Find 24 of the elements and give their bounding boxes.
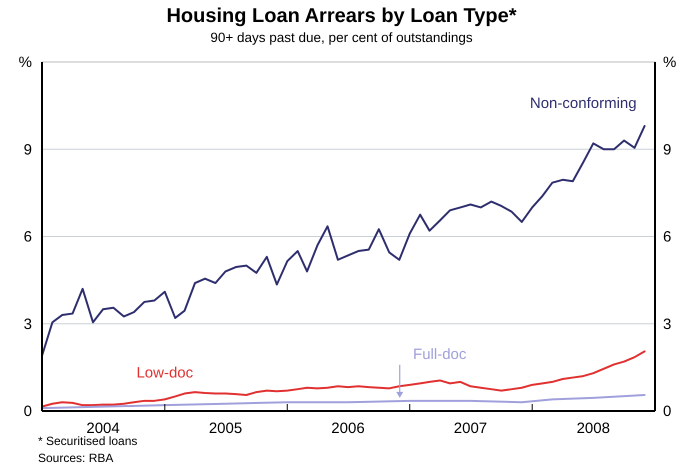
source-note: Sources: RBA xyxy=(38,451,114,465)
x-tick-label: 2008 xyxy=(576,420,610,437)
series-label: Low-doc xyxy=(136,364,194,382)
y-tick-label: % xyxy=(18,54,32,71)
y2-tick-label: % xyxy=(663,54,676,71)
y2-tick-label: 9 xyxy=(663,141,672,158)
y2-tick-label: 6 xyxy=(663,228,672,246)
y-tick-label: 3 xyxy=(24,316,32,333)
line-series xyxy=(41,394,646,410)
y2-tick-label: 0 xyxy=(663,403,672,420)
series-label: Non-conforming xyxy=(530,94,637,112)
x-tick-label: 2006 xyxy=(331,420,365,437)
y2-tick-label: 3 xyxy=(663,316,672,333)
text: Full-doc xyxy=(413,346,467,363)
y-tick-label: 0 xyxy=(24,403,32,420)
x-tick-label: 2005 xyxy=(208,420,242,437)
x-tick-label: 2007 xyxy=(454,420,488,437)
y-tick-label: 9 xyxy=(24,141,32,158)
text: * Securitised loans xyxy=(38,434,138,448)
x-tick-label: 2004 xyxy=(86,420,120,437)
chart-title: Housing Loan Arrears by Loan Type* xyxy=(166,5,517,27)
y-tick-label: 6 xyxy=(24,228,32,246)
chart-subtitle: 90+ days past due, per cent of outstandings xyxy=(210,30,473,45)
line-series xyxy=(41,350,646,408)
